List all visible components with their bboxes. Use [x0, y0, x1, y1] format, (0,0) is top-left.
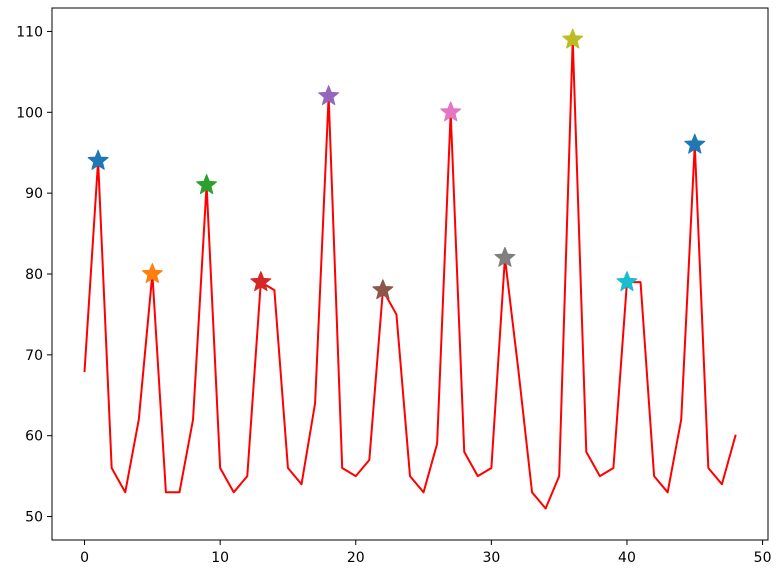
- y-tick-label: 100: [16, 105, 43, 121]
- x-tick-label: 20: [347, 550, 365, 566]
- x-tick-label: 0: [80, 550, 89, 566]
- peak-star-marker-2: [196, 174, 218, 195]
- x-tick-label: 30: [482, 550, 500, 566]
- peak-star-marker-3: [250, 271, 272, 292]
- y-tick-label: 80: [25, 267, 43, 283]
- peak-star-marker-0: [87, 149, 109, 170]
- peak-star-marker-4: [318, 85, 340, 106]
- peak-star-marker-5: [372, 279, 394, 300]
- peak-star-marker-8: [562, 28, 584, 49]
- x-tick-label: 50: [754, 550, 772, 566]
- peak-star-marker-6: [440, 101, 462, 122]
- y-tick-label: 70: [25, 348, 43, 364]
- y-tick-label: 110: [16, 24, 43, 40]
- x-tick-label: 40: [618, 550, 636, 566]
- axes: 0 10 20 30 40 50 50 60 70 80 90 100 110: [16, 7, 772, 566]
- x-tick-label: 10: [211, 550, 229, 566]
- y-tick-label: 90: [25, 186, 43, 202]
- peak-star-marker-1: [141, 263, 163, 283]
- peak-star-marker-10: [684, 133, 706, 154]
- plot-area: [83, 28, 737, 510]
- peak-star-marker-7: [494, 246, 516, 267]
- y-tick-label: 50: [25, 510, 43, 526]
- y-tick-label: 60: [25, 429, 43, 445]
- peak-star-marker-9: [616, 271, 638, 292]
